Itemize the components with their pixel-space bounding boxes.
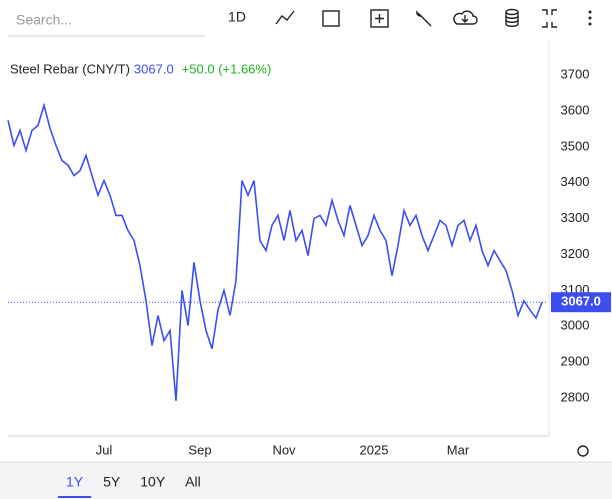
range-button[interactable]: 10Y bbox=[140, 474, 166, 490]
toolbar-icons bbox=[275, 8, 589, 457]
last-price-badge bbox=[551, 292, 611, 313]
y-tick-label: 3500 bbox=[561, 138, 590, 153]
last-price-label: 3067.0 bbox=[561, 294, 601, 309]
tools-icon[interactable] bbox=[416, 10, 432, 27]
add-icon[interactable] bbox=[370, 9, 389, 28]
fullscreen-icon[interactable] bbox=[542, 9, 557, 28]
y-tick-label: 3400 bbox=[561, 174, 590, 189]
x-tick-label: Mar bbox=[447, 442, 470, 457]
chart-title: Steel Rebar (CNY/T) bbox=[10, 61, 130, 76]
download-icon[interactable] bbox=[453, 10, 478, 25]
x-tick-label: Nov bbox=[272, 442, 296, 457]
y-tick-label: 3600 bbox=[561, 102, 590, 117]
y-tick-label: 2900 bbox=[561, 354, 590, 369]
interval-button[interactable]: 1D bbox=[228, 9, 246, 25]
change: +50.0 (+1.66%) bbox=[182, 61, 272, 76]
x-tick-label: Jul bbox=[96, 442, 113, 457]
settings-icon[interactable] bbox=[577, 445, 589, 457]
y-tick-label: 3000 bbox=[561, 318, 590, 333]
y-tick-label: 2800 bbox=[561, 389, 590, 404]
line-icon[interactable] bbox=[275, 10, 295, 25]
price: 3067.0 bbox=[134, 61, 174, 76]
range-button[interactable]: 1Y bbox=[66, 474, 84, 490]
data-icon[interactable] bbox=[505, 8, 519, 16]
x-tick-label: Sep bbox=[188, 442, 211, 457]
range-button[interactable]: 5Y bbox=[103, 474, 121, 490]
range-bar bbox=[0, 462, 612, 499]
calendar-icon[interactable] bbox=[322, 10, 340, 27]
y-tick-label: 3200 bbox=[561, 246, 590, 261]
y-tick-label: 3700 bbox=[561, 67, 590, 82]
search-input[interactable]: Search... bbox=[16, 12, 72, 28]
price-line bbox=[7, 102, 543, 401]
more-icon[interactable] bbox=[588, 10, 592, 26]
x-tick-label: 2025 bbox=[360, 442, 389, 457]
y-tick-label: 3300 bbox=[561, 210, 590, 225]
range-button[interactable]: All bbox=[185, 474, 201, 490]
